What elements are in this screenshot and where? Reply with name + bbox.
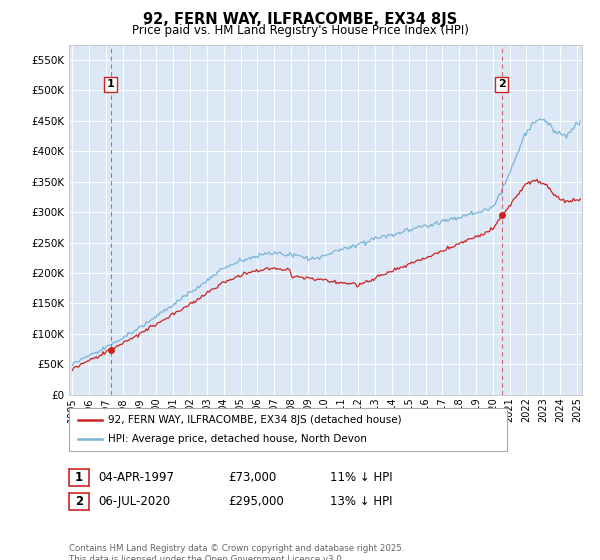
Text: 92, FERN WAY, ILFRACOMBE, EX34 8JS (detached house): 92, FERN WAY, ILFRACOMBE, EX34 8JS (deta…: [108, 415, 401, 425]
Text: Price paid vs. HM Land Registry's House Price Index (HPI): Price paid vs. HM Land Registry's House …: [131, 24, 469, 36]
Text: Contains HM Land Registry data © Crown copyright and database right 2025.
This d: Contains HM Land Registry data © Crown c…: [69, 544, 404, 560]
Text: HPI: Average price, detached house, North Devon: HPI: Average price, detached house, Nort…: [108, 434, 367, 444]
Text: 1: 1: [75, 470, 83, 484]
Text: £73,000: £73,000: [228, 470, 276, 484]
Text: 06-JUL-2020: 06-JUL-2020: [98, 494, 170, 508]
Text: 2: 2: [75, 494, 83, 508]
Text: 13% ↓ HPI: 13% ↓ HPI: [330, 494, 392, 508]
Text: 11% ↓ HPI: 11% ↓ HPI: [330, 470, 392, 484]
Text: 1: 1: [107, 80, 115, 90]
Text: £295,000: £295,000: [228, 494, 284, 508]
Text: 92, FERN WAY, ILFRACOMBE, EX34 8JS: 92, FERN WAY, ILFRACOMBE, EX34 8JS: [143, 12, 457, 27]
Text: 2: 2: [498, 80, 505, 90]
Text: 04-APR-1997: 04-APR-1997: [98, 470, 174, 484]
